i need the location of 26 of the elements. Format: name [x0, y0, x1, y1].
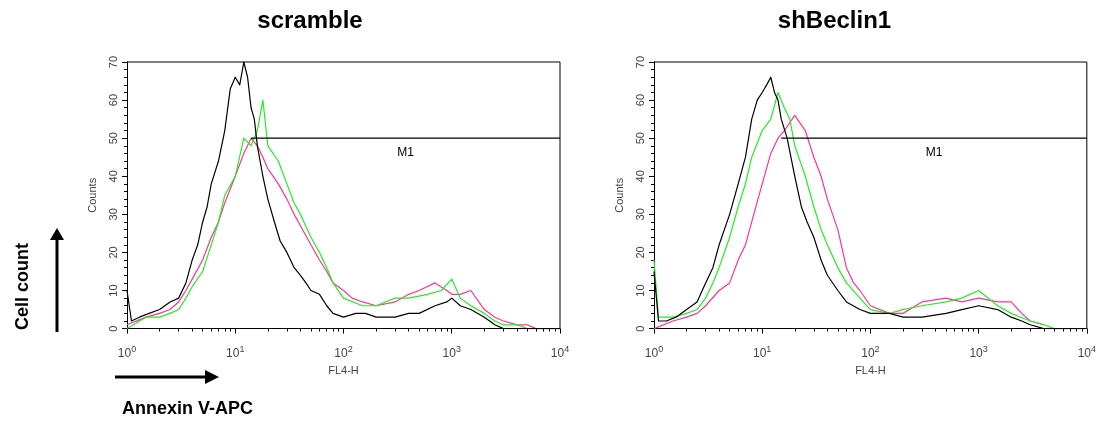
- y-tick-label: 10: [634, 284, 646, 297]
- y-tick-label: 20: [107, 246, 119, 259]
- y-tick-label: 50: [634, 132, 646, 145]
- y-tick-label: 50: [107, 132, 119, 145]
- y-tick-label: 30: [107, 208, 119, 221]
- y-tick-label: 40: [107, 170, 119, 183]
- y-tick-label: 0: [634, 325, 646, 332]
- y-axis-title: Counts: [612, 177, 625, 213]
- text: Annexin V-APC: [122, 398, 254, 419]
- y-tick-label: 60: [107, 93, 119, 107]
- text: Cell count: [12, 242, 33, 330]
- series-label: M1: [925, 145, 943, 160]
- y-tick-label: 70: [634, 55, 646, 69]
- y-tick-label: 0: [107, 325, 119, 332]
- series-label: M1: [397, 145, 415, 160]
- y-tick-label: 70: [107, 55, 119, 69]
- y-axis-title: Counts: [85, 177, 98, 213]
- y-tick-label: 40: [634, 170, 646, 183]
- x-axis-title: FL4-H: [855, 363, 886, 376]
- x-axis-title: FL4-H: [328, 363, 359, 376]
- y-tick-label: 10: [107, 284, 119, 297]
- y-tick-label: 60: [634, 93, 646, 107]
- chart-title: shBeclin1: [777, 5, 892, 33]
- chart-title: scramble: [257, 5, 363, 33]
- y-tick-label: 30: [634, 208, 646, 221]
- y-tick-label: 20: [634, 246, 646, 259]
